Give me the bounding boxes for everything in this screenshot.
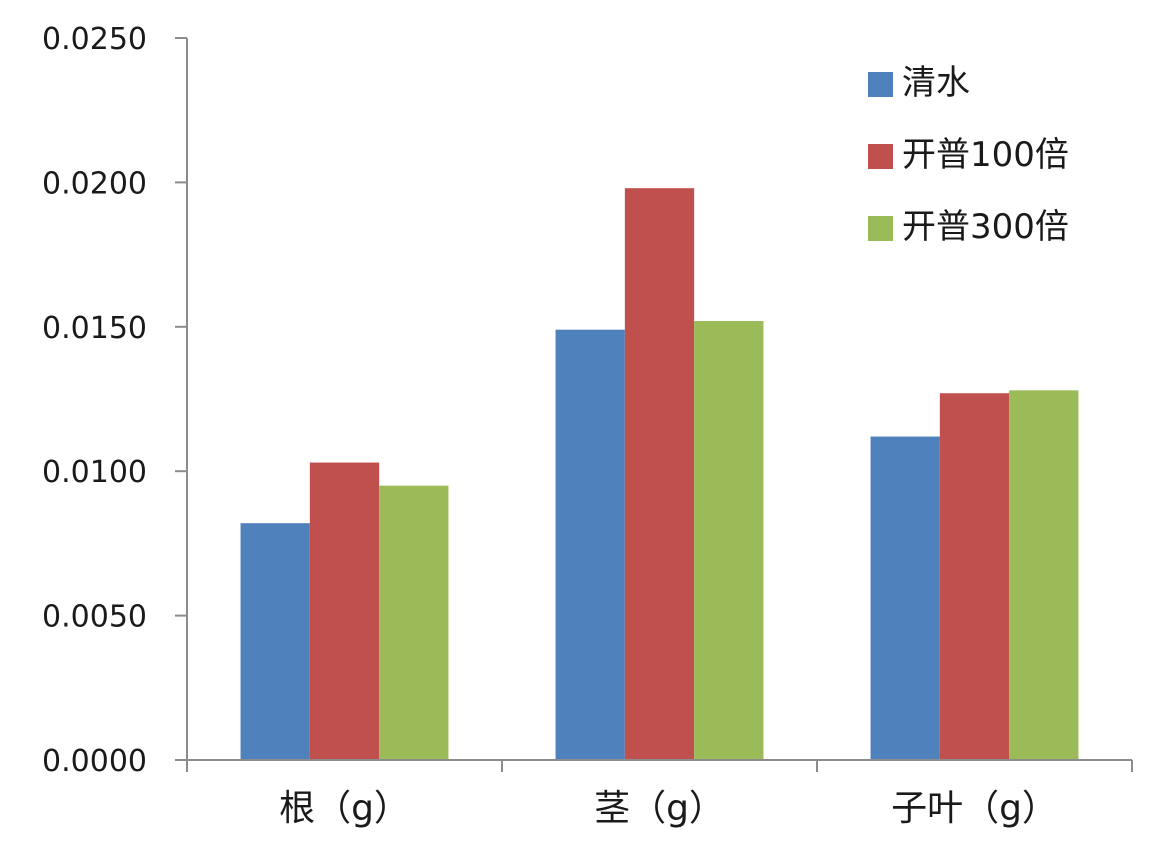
x-category-label: 茎（g） [594,788,725,829]
bar-2-3 [939,393,1010,760]
legend-swatch [868,72,893,97]
bar-1-1 [240,523,310,760]
bar-3-1 [379,485,449,760]
y-tick-label: 0.0100 [42,455,147,490]
x-category-label: 子叶（g） [891,788,1058,829]
bar-2-2 [624,188,695,760]
y-tick-label: 0.0150 [42,311,147,346]
x-axis-ticks: 根（g） 茎（g） 子叶（g） [186,760,1133,829]
legend-label: 开普100倍 [902,135,1069,175]
y-axis-ticks: 0.0000 0.0050 0.0100 0.0150 0.0200 0.0250 [42,22,187,779]
y-tick-label: 0.0250 [42,22,147,57]
y-tick-label: 0.0200 [42,166,147,201]
bar-1-2 [555,329,625,760]
bars-group [240,188,1079,760]
y-tick-label: 0.0050 [42,600,147,635]
bar-3-3 [1009,390,1079,760]
bar-3-2 [694,321,764,760]
bar-2-1 [309,462,380,760]
bar-1-3 [870,436,940,760]
legend-swatch [868,216,893,241]
legend-swatch [868,144,893,169]
x-category-label: 根（g） [279,788,410,829]
legend-label: 开普300倍 [902,207,1069,247]
legend-label: 清水 [902,63,970,103]
y-tick-label: 0.0000 [42,744,147,779]
